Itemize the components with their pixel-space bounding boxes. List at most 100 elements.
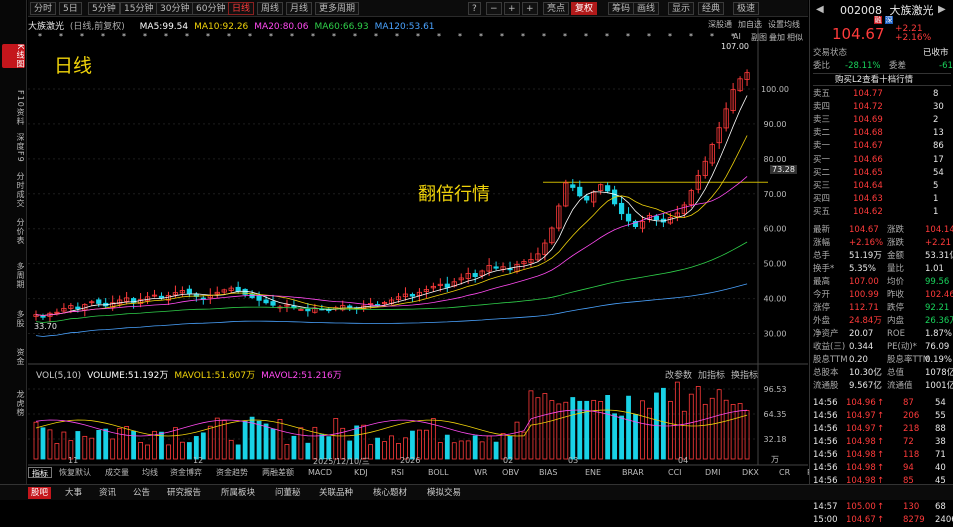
event-star-icon[interactable]: * <box>479 32 483 41</box>
sidebar-item-8[interactable]: 龙虎榜 <box>16 390 25 417</box>
indicator-2[interactable]: 成交量 <box>105 468 129 477</box>
indicator-1[interactable]: 恢复默认 <box>59 468 91 477</box>
chart-tool2-3[interactable]: 相似 <box>787 33 803 42</box>
event-star-icon[interactable]: * <box>80 32 84 41</box>
toolbar-right-4[interactable]: 显示 <box>668 2 695 15</box>
event-star-icon[interactable]: * <box>731 32 735 41</box>
bottom-tab-1[interactable]: 大事 <box>65 488 83 498</box>
event-star-icon[interactable]: * <box>290 32 294 41</box>
toolbar-right-0[interactable]: 亮点 <box>543 2 570 15</box>
event-star-icon[interactable]: * <box>563 32 567 41</box>
event-star-icon[interactable]: * <box>311 32 315 41</box>
indicator-8[interactable]: KDJ <box>354 468 368 477</box>
sidebar-item-4[interactable]: 分价表 <box>16 218 25 245</box>
bottom-tab-2[interactable]: 资讯 <box>99 488 117 498</box>
vol-tool-2[interactable]: 换指标 <box>731 371 759 381</box>
period-8[interactable]: 月线 <box>286 2 313 15</box>
period-0[interactable]: 分时 <box>30 2 57 15</box>
event-star-icon[interactable]: * <box>353 32 357 41</box>
period-9[interactable]: 更多周期 <box>315 2 360 15</box>
period-5[interactable]: 60分钟 <box>192 2 230 15</box>
event-star-icon[interactable]: * <box>584 32 588 41</box>
chart-tool-1[interactable]: 加自选 <box>738 20 762 29</box>
period-2[interactable]: 5分钟 <box>88 2 120 15</box>
vol-tool-1[interactable]: 加指标 <box>698 371 726 381</box>
toolbar-right-5[interactable]: 经典 <box>698 2 725 15</box>
bottom-tab-4[interactable]: 研究报告 <box>167 488 202 498</box>
prev-stock-icon[interactable]: ◀ <box>816 4 824 15</box>
toolbar-minus-icon[interactable]: − <box>486 2 502 15</box>
period-6[interactable]: 日线 <box>228 2 255 15</box>
sidebar-item-2[interactable]: 深度F9 <box>16 133 25 163</box>
toolbar-right-3[interactable]: 画线 <box>633 2 660 15</box>
toolbar-right-1[interactable]: 复权 <box>571 2 598 15</box>
event-star-icon[interactable]: * <box>269 32 273 41</box>
indicator-14[interactable]: ENE <box>585 468 602 477</box>
bottom-tab-9[interactable]: 模拟交易 <box>427 488 462 498</box>
kline-chart[interactable]: 100.00 90.00 80.00 70.00 60.00 50.00 40.00 30.0… <box>28 18 913 489</box>
period-7[interactable]: 周线 <box>257 2 284 15</box>
bottom-tab-0[interactable]: 股吧 <box>28 487 52 499</box>
event-star-icon[interactable]: * <box>185 32 189 41</box>
indicator-4[interactable]: 资金博弈 <box>170 468 202 477</box>
event-star-icon[interactable]: * <box>374 32 378 41</box>
indicator-11[interactable]: WR <box>474 468 488 477</box>
indicator-15[interactable]: BRAR <box>622 468 644 477</box>
indicator-0[interactable]: 指标 <box>28 467 52 478</box>
event-star-icon[interactable]: * <box>521 32 525 41</box>
event-star-icon[interactable]: * <box>689 32 693 41</box>
event-star-icon[interactable]: * <box>101 32 105 41</box>
bottom-tab-6[interactable]: 问董秘 <box>275 488 301 498</box>
event-star-icon[interactable]: * <box>416 32 420 41</box>
toolbar-right-2[interactable]: 筹码 <box>608 2 635 15</box>
indicator-18[interactable]: DKX <box>742 468 759 477</box>
event-star-icon[interactable]: * <box>122 32 126 41</box>
chart-canvas[interactable]: 100.00 90.00 80.00 70.00 60.00 50.00 40.00 30.0… <box>28 18 808 483</box>
event-star-icon[interactable]: * <box>710 32 714 41</box>
chart-tool2-2[interactable]: 叠加 <box>769 33 785 42</box>
event-star-icon[interactable]: * <box>206 32 210 41</box>
indicator-16[interactable]: CCI <box>668 468 682 477</box>
event-star-icon[interactable]: * <box>668 32 672 41</box>
indicator-17[interactable]: DMI <box>705 468 721 477</box>
indicator-7[interactable]: MACD <box>308 468 332 477</box>
indicator-12[interactable]: OBV <box>502 468 520 477</box>
bottom-tab-3[interactable]: 公告 <box>133 488 151 498</box>
event-star-icon[interactable]: * <box>647 32 651 41</box>
period-3[interactable]: 15分钟 <box>120 2 158 15</box>
sidebar-item-6[interactable]: 多股 <box>16 310 25 328</box>
event-star-icon[interactable]: * <box>227 32 231 41</box>
event-star-icon[interactable]: * <box>248 32 252 41</box>
chart-tool-0[interactable]: 深股通 <box>708 20 732 29</box>
indicator-5[interactable]: 资金趋势 <box>216 468 248 477</box>
chart-tool2-0[interactable]: AI <box>733 32 741 41</box>
period-1[interactable]: 5日 <box>59 2 82 15</box>
toolbar-right-6[interactable]: 极速 <box>733 2 760 15</box>
event-star-icon[interactable]: * <box>143 32 147 41</box>
period-4[interactable]: 30分钟 <box>156 2 194 15</box>
event-star-icon[interactable]: * <box>542 32 546 41</box>
toolbar-add-icon[interactable]: + <box>522 2 538 15</box>
event-star-icon[interactable]: * <box>332 32 336 41</box>
event-star-icon[interactable]: * <box>626 32 630 41</box>
toolbar-plus-icon[interactable]: + <box>504 2 520 15</box>
indicator-3[interactable]: 均线 <box>142 468 158 477</box>
l2-row[interactable]: 购买L2查看十档行情 <box>813 73 951 86</box>
chart-tool-2[interactable]: 设置均线 <box>768 20 800 29</box>
sidebar-item-1[interactable]: F10资料 <box>16 90 25 126</box>
indicator-9[interactable]: RSI <box>391 468 404 477</box>
sidebar-item-7[interactable]: 资金 <box>16 348 25 366</box>
event-star-icon[interactable]: * <box>458 32 462 41</box>
vol-tool-0[interactable]: 改参数 <box>665 371 693 381</box>
indicator-6[interactable]: 两融差额 <box>262 468 294 477</box>
toolbar-help-icon[interactable]: ? <box>468 2 481 15</box>
event-star-icon[interactable]: * <box>605 32 609 41</box>
event-star-icon[interactable]: * <box>437 32 441 41</box>
indicator-10[interactable]: BOLL <box>428 468 449 477</box>
event-star-icon[interactable]: * <box>38 32 42 41</box>
event-star-icon[interactable]: * <box>395 32 399 41</box>
indicator-13[interactable]: BIAS <box>539 468 558 477</box>
event-star-icon[interactable]: * <box>164 32 168 41</box>
bottom-tab-8[interactable]: 核心题材 <box>373 488 408 498</box>
sidebar-item-0[interactable]: K线图 <box>2 44 25 69</box>
